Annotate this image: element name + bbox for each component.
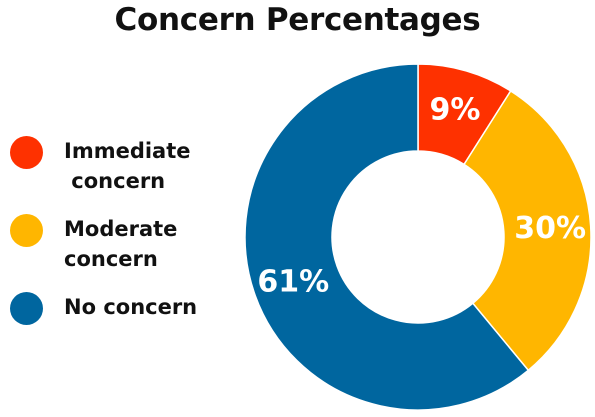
- legend-swatch-no-concern: [10, 292, 43, 325]
- legend-swatch-immediate-concern: [10, 136, 43, 169]
- slice-label-moderate-concern: 30%: [514, 211, 586, 246]
- slice-label-no-concern: 61%: [257, 264, 329, 299]
- legend-item-moderate-concern: Moderate concern: [10, 212, 220, 272]
- legend-item-no-concern: No concern: [10, 292, 220, 352]
- legend-item-immediate-concern: Immediate concern: [10, 134, 220, 194]
- legend-swatch-moderate-concern: [10, 214, 43, 247]
- chart-title: Concern Percentages: [114, 2, 481, 38]
- legend-label-no-concern: No concern: [64, 295, 198, 319]
- slice-label-immediate-concern: 9%: [430, 92, 481, 127]
- legend-label-immediate-concern: Immediate concern: [64, 139, 191, 193]
- slice-no-concern: [244, 63, 530, 411]
- legend-label-moderate-concern: Moderate concern: [64, 217, 178, 271]
- slice-moderate-concern: [463, 89, 592, 372]
